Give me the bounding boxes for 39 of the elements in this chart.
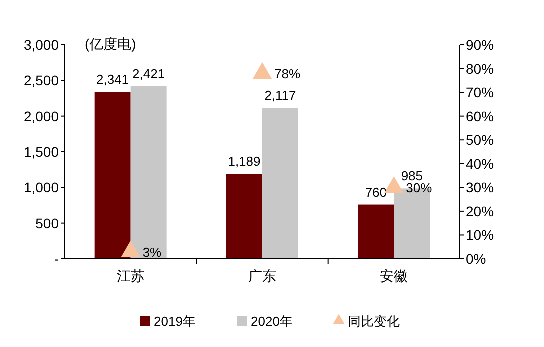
y2-tick-label: 90% xyxy=(466,37,494,53)
y2-tick-label: 60% xyxy=(466,108,494,124)
data-label: 2,117 xyxy=(264,88,296,103)
bar xyxy=(262,108,298,259)
bar xyxy=(358,204,394,259)
y2-tick-label: 80% xyxy=(466,60,494,77)
point xyxy=(384,176,404,194)
y-tick-label: 2,000 xyxy=(24,108,60,124)
y-tick-label: 1,500 xyxy=(24,144,60,160)
legend-label: 2020年 xyxy=(251,314,293,329)
y-tick-label: - xyxy=(54,251,60,267)
y2-tick-label: 50% xyxy=(466,132,494,148)
y-tick-label: 1,000 xyxy=(24,180,60,196)
data-label: 1,189 xyxy=(228,154,261,170)
y-tick-label: 2,500 xyxy=(24,72,60,89)
point xyxy=(252,62,272,80)
y-axis-title: (亿度电) xyxy=(85,36,136,52)
y2-tick-label: 20% xyxy=(466,203,494,220)
x-tick-label: 广东 xyxy=(248,268,276,284)
bar xyxy=(130,86,167,259)
data-label: 3% xyxy=(142,244,162,260)
data-label: 2,341 xyxy=(96,72,130,88)
x-tick-label: 江苏 xyxy=(116,268,145,284)
y2-tick-label: 30% xyxy=(466,180,494,196)
y2-tick-label: 0% xyxy=(466,251,486,267)
point xyxy=(121,240,140,258)
data-label: 760 xyxy=(365,184,388,200)
bar xyxy=(226,174,262,259)
legend-label: 2019年 xyxy=(154,314,196,329)
x-tick-label: 安徽 xyxy=(380,268,408,284)
legend-label: 同比变化 xyxy=(348,314,400,329)
y2-tick-label: 40% xyxy=(466,156,494,172)
y2-tick-label: 10% xyxy=(466,227,494,244)
y-tick-label: 3,000 xyxy=(24,37,60,53)
data-label: 2,421 xyxy=(132,66,166,82)
y-tick-label: 500 xyxy=(36,215,60,232)
data-label: 78% xyxy=(274,66,301,82)
bar xyxy=(94,92,131,259)
y2-tick-label: 70% xyxy=(466,84,494,101)
